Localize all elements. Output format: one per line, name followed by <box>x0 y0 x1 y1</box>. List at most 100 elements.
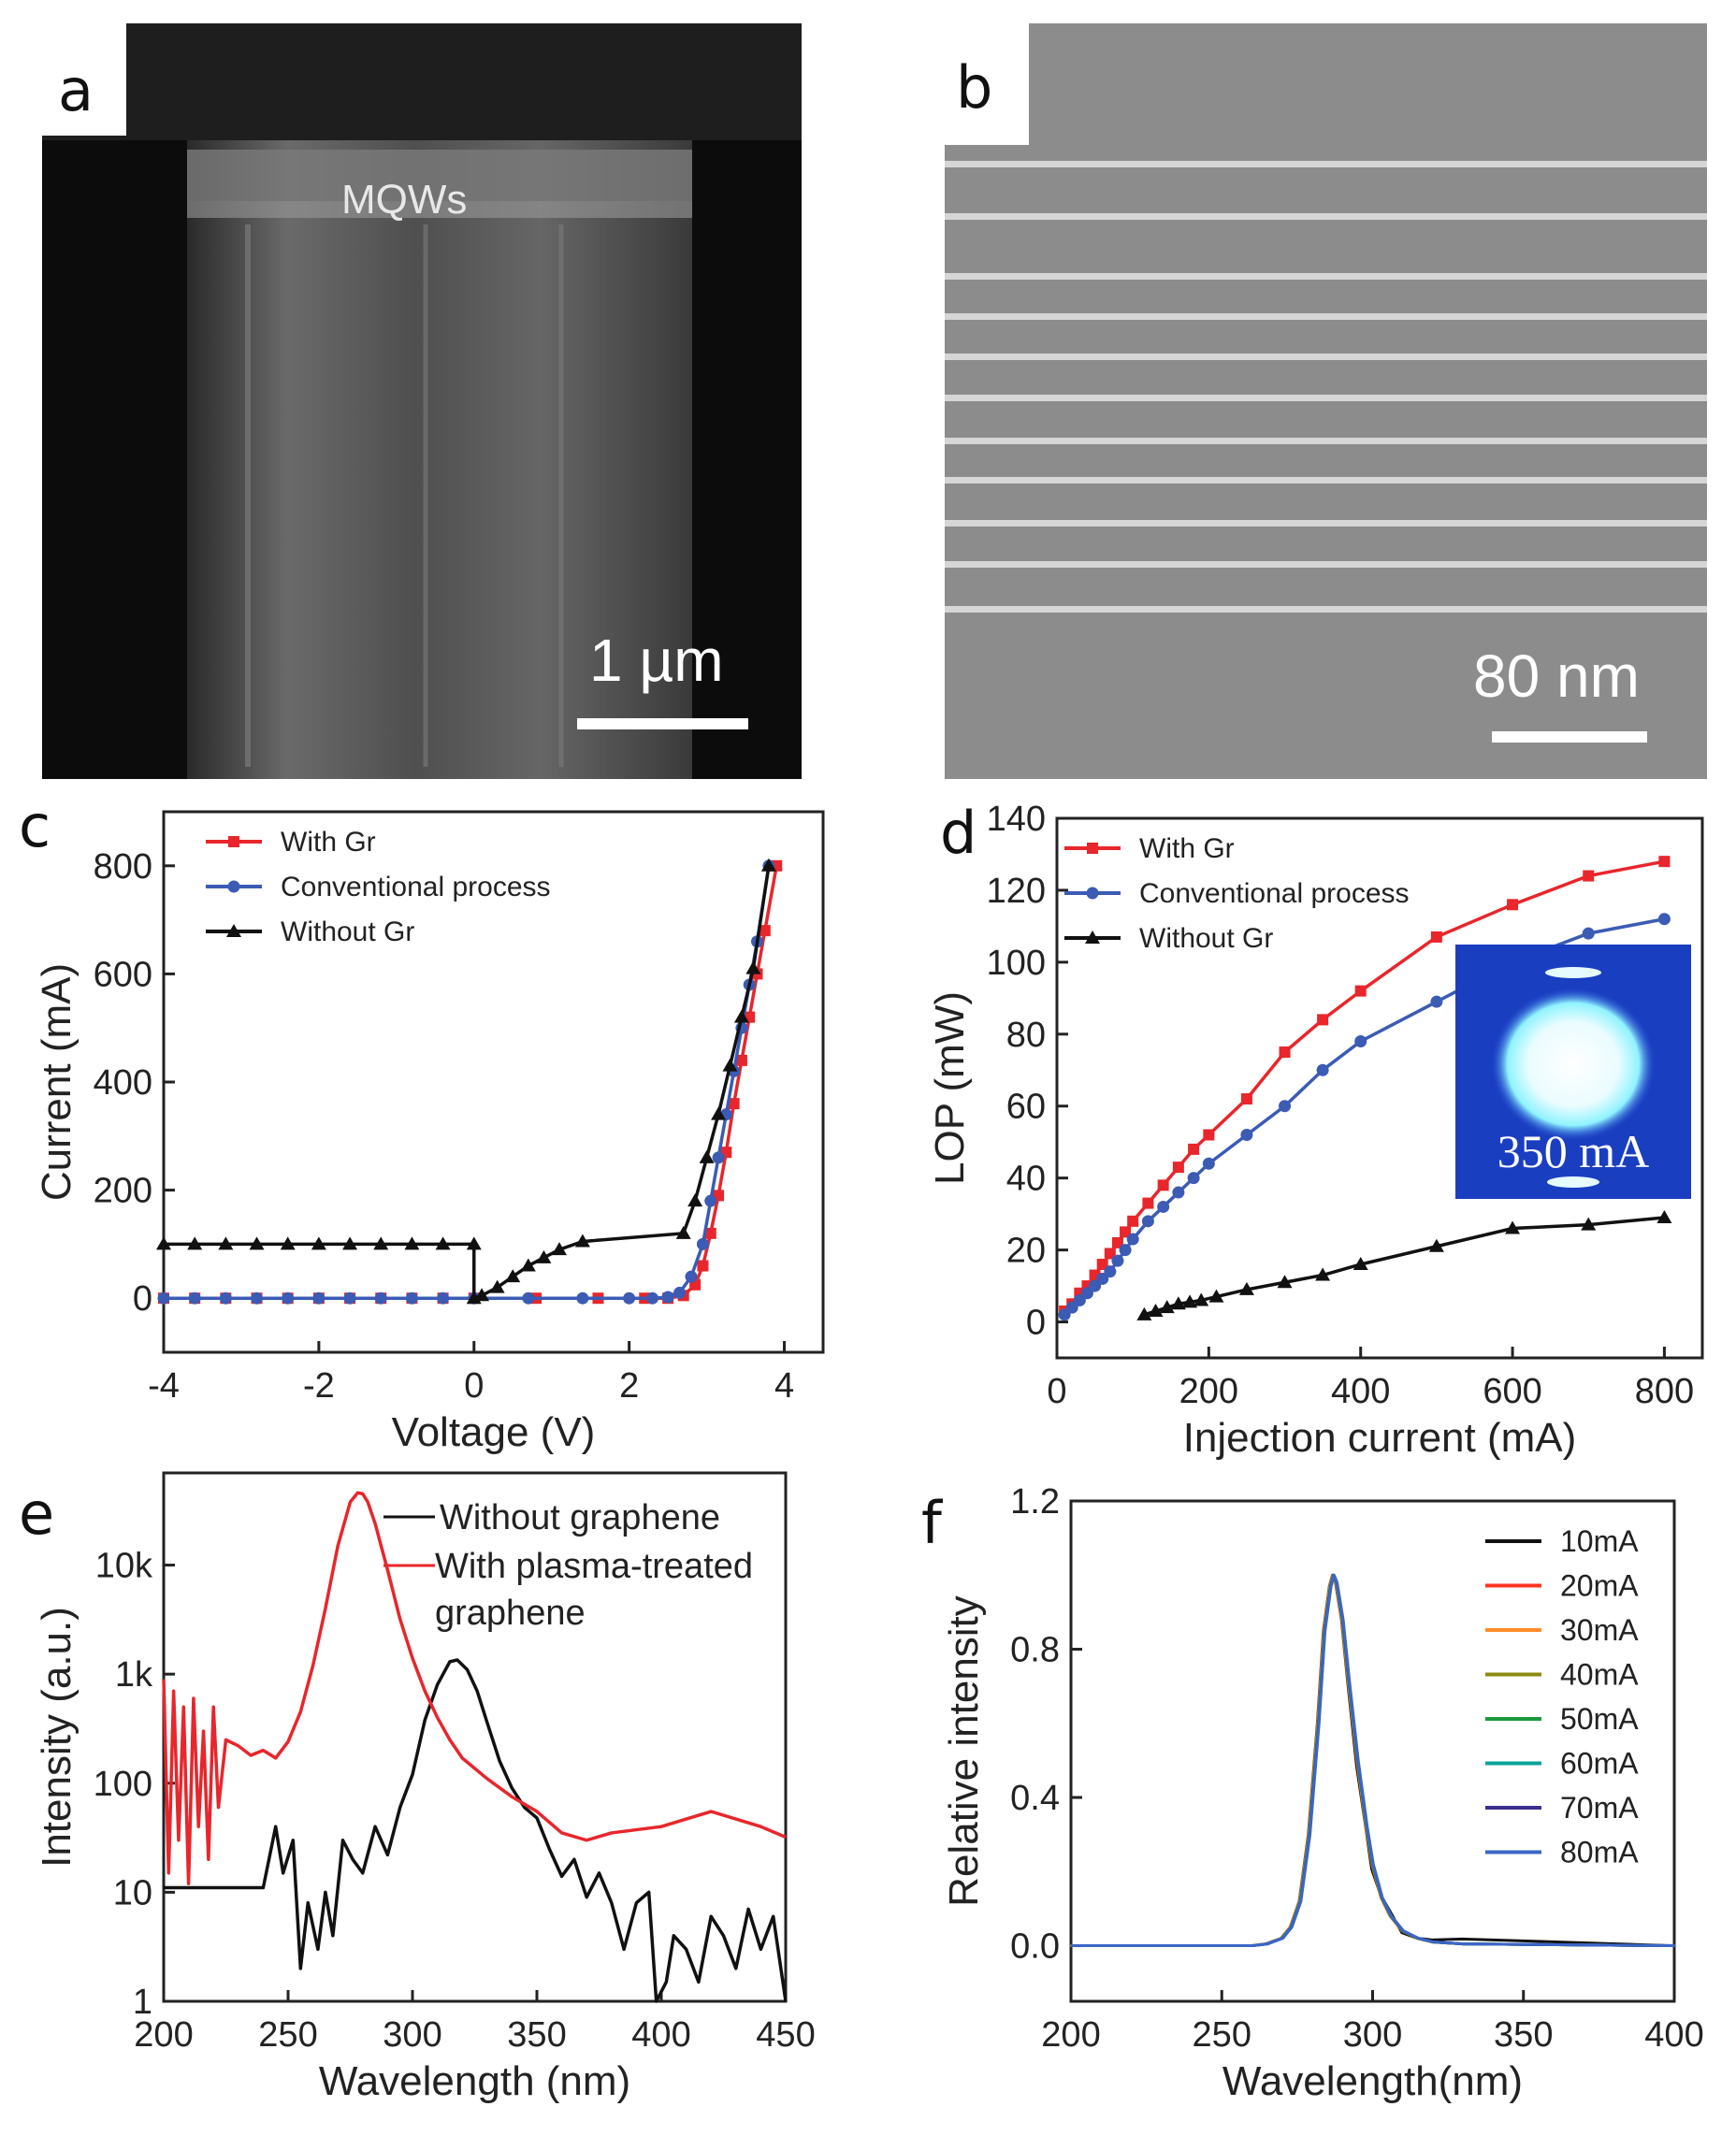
data-point <box>342 1236 358 1250</box>
series-line-with-plasma-treated-graphene <box>162 1491 787 1885</box>
y-tick-label: 140 <box>987 800 1046 839</box>
data-point <box>1172 1186 1185 1199</box>
legend-marker <box>1087 843 1098 854</box>
x-tick-label: 250 <box>258 2015 317 2055</box>
data-point <box>1148 1303 1164 1317</box>
legend-label: 80mA <box>1560 1836 1639 1869</box>
data-point <box>520 1258 536 1272</box>
data-point <box>405 1291 418 1305</box>
mqw-label: MQWs <box>341 177 467 223</box>
data-point <box>435 1236 451 1250</box>
data-point <box>1317 1014 1329 1026</box>
legend-label: Conventional process <box>281 872 551 902</box>
data-point <box>1058 1308 1071 1321</box>
y-tick-label: 100 <box>94 1765 152 1804</box>
data-point <box>646 1291 659 1305</box>
data-point <box>1080 1287 1093 1300</box>
x-axis-label: Wavelength (nm) <box>319 2058 630 2104</box>
data-point <box>1136 1306 1152 1320</box>
data-point <box>1096 1272 1109 1285</box>
data-point <box>1089 1279 1102 1292</box>
x-tick-label: 300 <box>1343 2015 1402 2055</box>
data-point <box>552 1242 567 1256</box>
x-tick-label: 400 <box>631 2015 690 2055</box>
data-point <box>661 1291 674 1304</box>
y-tick-label: 20 <box>1006 1232 1046 1271</box>
legend-label: Conventional process <box>1139 878 1410 909</box>
data-point <box>1111 1236 1123 1248</box>
data-point <box>735 1054 747 1066</box>
qw-line <box>945 273 1707 280</box>
x-tick-label: 350 <box>507 2015 566 2055</box>
panel-b-scalebar-label: 80 nm <box>1473 642 1640 710</box>
series-line-80mA <box>1071 1573 1675 1948</box>
qw-line <box>945 477 1707 483</box>
inset-label: 350 mA <box>1497 1125 1650 1177</box>
data-point <box>1096 1258 1108 1270</box>
data-point <box>219 1291 232 1305</box>
y-tick-label: 1 <box>133 1983 152 2022</box>
panel-letter-f: f <box>921 1489 944 1557</box>
data-point <box>1157 1200 1170 1213</box>
legend-label: 20mA <box>1560 1569 1639 1603</box>
y-tick-label: 10 <box>113 1873 152 1912</box>
data-point <box>687 1193 703 1207</box>
legend-label: 30mA <box>1560 1613 1639 1647</box>
x-tick-label: 400 <box>1644 2015 1703 2055</box>
data-point <box>1279 1100 1292 1113</box>
data-point <box>1353 1256 1368 1270</box>
data-point <box>280 1236 296 1250</box>
data-point <box>1505 1220 1521 1234</box>
data-point <box>1658 856 1671 868</box>
data-point <box>1111 1254 1124 1267</box>
x-tick-label: 300 <box>383 2015 441 2055</box>
legend-label: 50mA <box>1560 1702 1639 1736</box>
legend-label: 60mA <box>1560 1747 1639 1781</box>
inset-reflection <box>1547 1176 1599 1188</box>
data-point <box>704 1227 716 1239</box>
data-point <box>576 1291 589 1305</box>
data-point <box>1583 870 1595 882</box>
data-point <box>623 1291 636 1305</box>
qw-line <box>945 606 1707 613</box>
y-tick-label: 200 <box>94 1172 152 1211</box>
qw-line <box>945 213 1707 220</box>
data-point <box>1141 1215 1154 1228</box>
data-point <box>1142 1197 1154 1209</box>
x-tick-label: 200 <box>1041 2015 1100 2055</box>
data-point <box>1187 1172 1200 1185</box>
data-point <box>733 1009 749 1023</box>
data-point <box>1238 1281 1254 1295</box>
data-point <box>759 925 771 937</box>
legend-label: Without graphene <box>440 1498 720 1537</box>
legend-marker <box>228 836 239 847</box>
data-point <box>722 1058 738 1072</box>
data-point <box>474 1288 490 1302</box>
x-axis-label: Injection current (mA) <box>1183 1415 1577 1461</box>
y-tick-label: 10k <box>95 1547 153 1586</box>
data-point <box>536 1249 552 1263</box>
panel-b: b 80 nm <box>945 23 1707 779</box>
panel-letter-c: c <box>19 792 51 860</box>
x-axis-label: Wavelength(nm) <box>1222 2058 1523 2104</box>
data-point <box>711 1106 727 1120</box>
x-tick-label: -2 <box>303 1366 335 1406</box>
y-tick-label: 0.4 <box>1010 1779 1060 1818</box>
data-point <box>1315 1267 1331 1281</box>
data-point <box>1507 899 1519 911</box>
y-axis-label: LOP (mW) <box>927 991 973 1185</box>
data-point <box>685 1270 698 1283</box>
data-point <box>1354 985 1367 997</box>
data-point <box>1277 1275 1293 1289</box>
data-point <box>728 1098 740 1110</box>
data-point <box>1170 1296 1186 1310</box>
data-point <box>157 1291 170 1305</box>
y-tick-label: 0.0 <box>1010 1927 1060 1967</box>
data-point <box>404 1236 420 1250</box>
chart-e: e 200 250 300 350 400 450 1 10 100 1k 10k Wavelength… <box>19 1471 816 2104</box>
data-point <box>1240 1129 1253 1142</box>
data-point <box>437 1291 450 1305</box>
y-tick-label: 0 <box>1026 1304 1046 1343</box>
plot-frame <box>1055 816 1704 1360</box>
data-point <box>1316 1063 1329 1076</box>
